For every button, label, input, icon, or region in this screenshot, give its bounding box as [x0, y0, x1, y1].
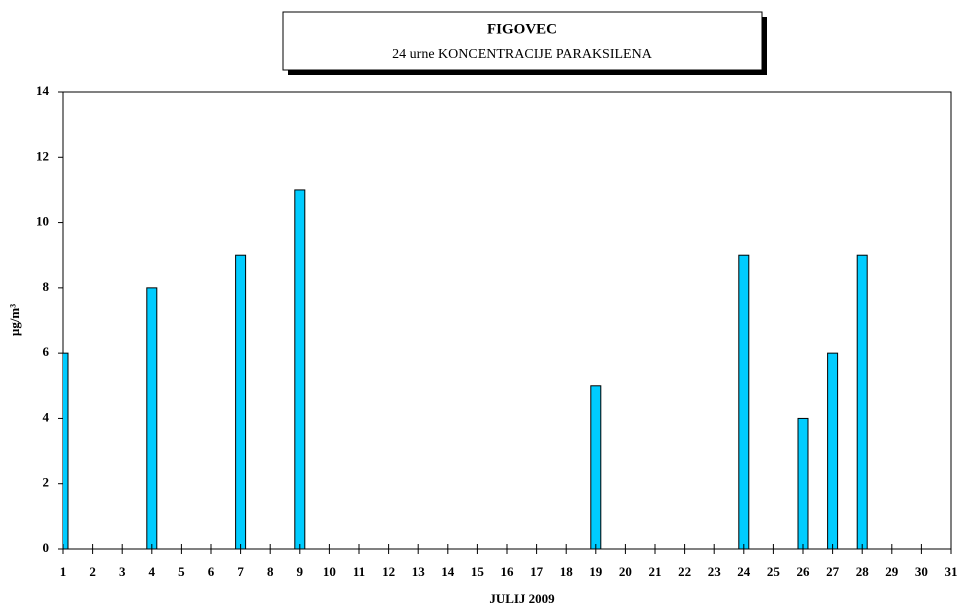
bar	[63, 352, 69, 549]
x-tick-label: 13	[412, 564, 426, 579]
bar	[856, 254, 868, 549]
x-axis-label: JULIJ 2009	[489, 591, 555, 606]
y-axis-label: µg/m³	[7, 304, 22, 336]
bars	[63, 189, 868, 549]
bar	[590, 385, 602, 549]
x-tick-label: 15	[471, 564, 485, 579]
x-tick-label: 31	[945, 564, 958, 579]
x-tick-label: 6	[208, 564, 215, 579]
chart-subtitle: 24 urne KONCENTRACIJE PARAKSILENA	[392, 47, 653, 62]
x-tick-label: 8	[267, 564, 274, 579]
x-tick-label: 18	[560, 564, 574, 579]
bar	[146, 287, 158, 549]
x-tick-label: 4	[149, 564, 156, 579]
x-tick-label: 21	[649, 564, 662, 579]
x-tick-label: 10	[323, 564, 336, 579]
y-tick-label: 10	[36, 214, 49, 229]
x-tick-label: 3	[119, 564, 126, 579]
x-tick-label: 29	[885, 564, 899, 579]
x-tick-label: 19	[589, 564, 603, 579]
y-tick-label: 6	[43, 344, 50, 359]
x-tick-label: 30	[915, 564, 928, 579]
x-tick-label: 9	[297, 564, 304, 579]
x-tick-label: 22	[678, 564, 691, 579]
x-tick-label: 24	[737, 564, 751, 579]
x-tick-label: 28	[856, 564, 870, 579]
y-tick-label: 12	[36, 148, 49, 163]
y-tick-label: 2	[43, 475, 50, 490]
title-box	[282, 11, 763, 71]
x-tick-label: 1	[60, 564, 67, 579]
x-tick-label: 12	[382, 564, 395, 579]
bar	[235, 254, 247, 549]
x-tick-label: 23	[708, 564, 722, 579]
x-tick-label: 27	[826, 564, 840, 579]
chart-title: FIGOVEC	[487, 21, 557, 37]
x-tick-label: 7	[237, 564, 244, 579]
x-tick-label: 14	[441, 564, 455, 579]
y-tick-label: 14	[36, 83, 50, 98]
x-tick-label: 17	[530, 564, 544, 579]
y-tick-label: 8	[43, 279, 50, 294]
x-tick-label: 20	[619, 564, 632, 579]
y-tick-label: 4	[43, 409, 50, 424]
x-tick-label: 11	[353, 564, 365, 579]
x-tick-label: 16	[501, 564, 515, 579]
y-tick-label: 0	[43, 540, 50, 555]
x-tick-label: 2	[89, 564, 96, 579]
x-tick-label: 5	[178, 564, 185, 579]
bar	[738, 254, 750, 549]
x-tick-label: 26	[797, 564, 811, 579]
x-tick-label: 25	[767, 564, 781, 579]
bar	[294, 189, 306, 549]
plot-frame	[62, 91, 952, 550]
bar	[797, 417, 809, 549]
bar	[827, 352, 839, 549]
